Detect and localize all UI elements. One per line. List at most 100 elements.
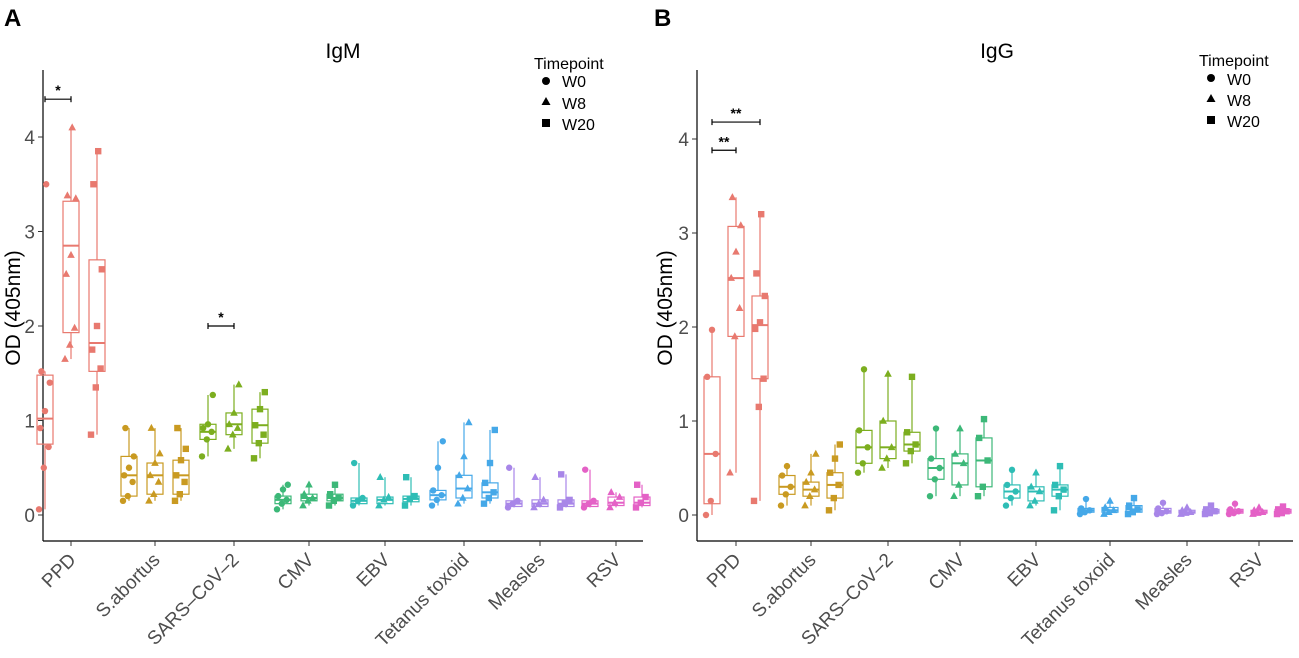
panel-a-tetanus-toxoid-w8-box: [455, 474, 473, 499]
legend-b-title: Timepoint: [1199, 53, 1269, 70]
panel-a-tetanus-toxoid-w0-point-0: [428, 502, 436, 509]
panel-a-sars-cov-2-w0-point-5: [209, 391, 216, 399]
panel-b-cmv-w0-point-3: [928, 455, 935, 462]
panel-b-s-abortus-w8-point-5: [812, 449, 820, 457]
panel-a-rsv-w20-point-0: [632, 504, 640, 511]
panel-b-x-tick-label-rsv: RSV: [1226, 549, 1269, 592]
legend-a-label-w20: W20: [562, 117, 595, 134]
panel-a-s-abortus-w8-point-0: [145, 496, 153, 504]
panel-a-tetanus-toxoid-w8-point-4: [460, 452, 468, 460]
legend-b-label-w8: W8: [1227, 93, 1251, 110]
panel-a-s-abortus-w0-point-0: [119, 497, 127, 505]
panel-a-cmv-w20-point-3: [327, 491, 334, 498]
panel-a-tetanus-toxoid-w20-point-3: [482, 479, 489, 487]
panel-a-ebv-w20-point-3: [403, 474, 410, 481]
panel-letter-b: B: [654, 5, 671, 32]
panel-b-cmv-w8-box: [951, 453, 969, 486]
panel-a-s-abortus-w20-point-1: [176, 491, 183, 498]
panel-a-s-abortus-w0-point-2: [129, 478, 136, 486]
panel-b-cmv-w20-point-3: [976, 434, 983, 442]
panel-a-ppd-w8-point-6: [63, 191, 72, 199]
panel-b-ebv-w20-point-2: [1060, 486, 1067, 493]
panel-b-ppd-w0-box: [703, 376, 721, 505]
panel-b-ppd-w8-point-2: [735, 304, 744, 311]
panel-a-measles-w8-point-3: [531, 473, 539, 480]
panel-b-cmv-w20-point-0: [974, 493, 982, 500]
panel-a-ebv-w8-point-0: [375, 501, 383, 509]
panel-a-tetanus-toxoid-w20-point-2: [490, 489, 497, 496]
panel-b-sars-cov-2-w8-box: [879, 420, 897, 460]
panel-a-s-abortus-w8-box: [146, 462, 164, 495]
panel-b-s-abortus-w0-point-4: [783, 462, 791, 470]
panel-a-ppd-w0-point-1: [40, 464, 47, 471]
panel-a-s-abortus-w8-point-3: [146, 471, 154, 479]
legend-b-label-w20: W20: [1227, 114, 1260, 131]
panel-a-ppd-w20-point-1: [92, 384, 99, 391]
panel-b-sars-cov-2-w0-point-1: [859, 460, 866, 467]
panel-b-y-axis-label: OD (405nm): [654, 250, 677, 366]
panel-b-ebv-w0-point-2: [1012, 488, 1019, 495]
panel-b-ebv-w8-point-4: [1032, 468, 1040, 476]
panel-b-sars-cov-2-w8-point-4: [884, 369, 892, 377]
panel-a-s-abortus-w20-point-5: [182, 445, 189, 453]
panel-b-measles-w20-point-4: [1207, 502, 1215, 509]
panel-b-cmv-w8-point-0: [950, 492, 958, 499]
panel-a-cmv-w8-point-1: [304, 496, 312, 504]
legend-a-triangle-symbol: [541, 97, 551, 105]
panel-a-title: IgM: [325, 40, 360, 63]
panel-a-tetanus-toxoid-w0-point-1: [433, 496, 440, 504]
panel-a-s-abortus-w20-point-2: [181, 478, 188, 486]
panel-a-s-abortus-w8-point-5: [156, 449, 164, 457]
panel-a-ppd-w20-point-5: [98, 266, 105, 273]
panel-a-ebv-w8-point-3: [376, 473, 384, 480]
panel-b-s-abortus-w8-point-2: [810, 485, 819, 493]
panel-b-rsv-w8-point-3: [1250, 506, 1258, 514]
panel-b-rsv-w0-point-2: [1235, 508, 1242, 515]
panel-b-y-tick-label-4: 4: [678, 130, 689, 151]
panel-a-tetanus-toxoid-w0-point-4: [434, 464, 442, 471]
panel-a-sars-cov-2-w20-point-2: [260, 431, 267, 438]
panel-letter-a: A: [4, 5, 21, 32]
panel-b-ppd-w8-point-5: [737, 221, 745, 229]
panel-a-ppd-w0-point-2: [45, 443, 52, 451]
panel-b-s-abortus-w0-point-0: [777, 502, 785, 509]
legend-b-triangle-symbol: [1206, 94, 1216, 102]
panel-b-ppd-w20-point-0: [750, 497, 758, 505]
panel-b-s-abortus-w20-point-2: [835, 481, 842, 489]
panel-a-measles-w8-point-0: [530, 503, 538, 511]
panel-a-ppd-w8-point-5: [72, 194, 80, 202]
panel-a-measles-w20-point-3: [558, 471, 565, 478]
panel-a-x-tick-label-rsv: RSV: [583, 549, 626, 592]
panel-b-ebv-w20-point-4: [1056, 462, 1064, 470]
panel-a-ppd-w0-point-3: [37, 424, 44, 432]
legend-a-circle-symbol: [542, 77, 550, 85]
panel-a-sars-cov-2-w20-point-1: [255, 439, 262, 447]
panel-a-sars-cov-2-w0-point-3: [200, 424, 207, 432]
panel-a-cmv-w0-point-1: [278, 500, 285, 507]
panel-a-sars-cov-2-w0-point-4: [204, 421, 212, 428]
panel-b-cmv-w0-point-1: [931, 476, 938, 483]
panel-a-sars-cov-2-w8-point-2: [233, 423, 242, 431]
panel-a-x-tick-label-s-abortus: S.abortus: [92, 550, 164, 622]
panel-b-rsv-w20-point-4: [1279, 503, 1287, 510]
panel-b-ppd-w20-point-4: [756, 319, 764, 326]
panel-a-cmv-w0-point-2: [283, 496, 290, 504]
panel-a-tetanus-toxoid-w8-point-1: [459, 493, 467, 501]
panel-a-sars-cov-2-w8-point-4: [230, 408, 238, 416]
panel-b-sars-cov-2-w8-point-1: [883, 454, 891, 462]
panel-b-cmv-w20-point-4: [980, 415, 988, 423]
panel-b-measles-w20-point-2: [1211, 508, 1218, 515]
panel-b-ppd-w20-point-6: [753, 270, 760, 277]
panel-a-measles-w0-point-0: [504, 504, 512, 511]
panel-a-cmv-w0-point-3: [275, 492, 282, 500]
panel-a-ppd-w20-point-6: [90, 181, 97, 188]
panel-b-measles-w8-point-2: [1186, 507, 1195, 515]
panel-a-ppd-w20-point-4: [93, 322, 101, 330]
panel-a-cmv-w0-point-5: [284, 481, 291, 488]
panel-b-ebv-w0-point-4: [1008, 466, 1016, 474]
panel-a-ebv-w0-point-1: [354, 497, 361, 505]
panel-b-title: IgG: [980, 40, 1014, 63]
panel-a-sars-cov-2-w8-point-3: [225, 420, 233, 428]
panel-b-ebv-w8-point-0: [1026, 501, 1034, 509]
